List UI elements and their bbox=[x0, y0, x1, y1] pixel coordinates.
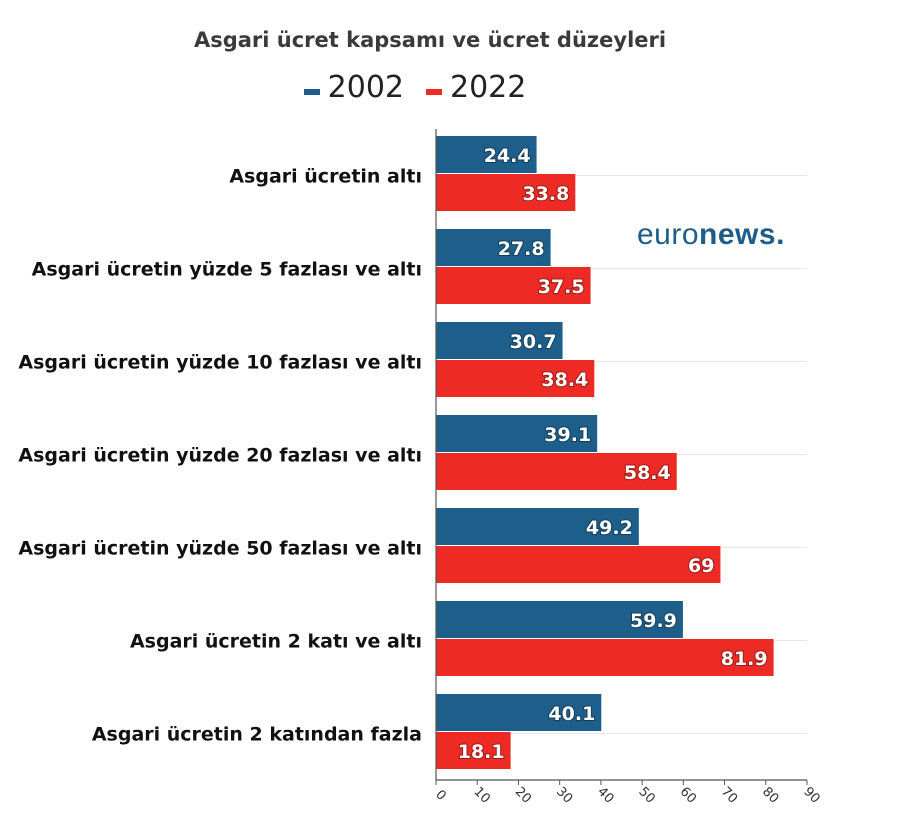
x-tick-label-50: 50 bbox=[635, 784, 657, 806]
logo-dot: . bbox=[776, 218, 785, 251]
category-label-3: Asgari ücretin yüzde 20 fazlası ve altı bbox=[18, 445, 422, 467]
x-tick-label-20: 20 bbox=[512, 784, 534, 806]
bar-2002-0 bbox=[436, 136, 537, 173]
category-label-2: Asgari ücretin yüzde 10 fazlası ve altı bbox=[18, 352, 422, 374]
x-tick-label-70: 70 bbox=[718, 784, 740, 806]
bar-2002-5 bbox=[436, 601, 683, 638]
data-label-2022-6: 18.1 bbox=[458, 741, 505, 763]
data-label-2002-3: 39.1 bbox=[544, 424, 591, 446]
x-tick-label-90: 90 bbox=[800, 784, 822, 806]
bar-2002-3 bbox=[436, 415, 598, 452]
data-label-2022-4: 69 bbox=[688, 555, 714, 577]
x-tick-label-0: 0 bbox=[432, 787, 448, 803]
data-label-2002-4: 49.2 bbox=[586, 517, 633, 539]
legend-item-2022[interactable]: 2022 bbox=[426, 70, 526, 105]
x-tick-label-60: 60 bbox=[677, 784, 699, 806]
bar-2022-0 bbox=[436, 174, 576, 211]
bar-2022-4 bbox=[436, 546, 721, 583]
data-label-2002-6: 40.1 bbox=[548, 703, 595, 725]
bar-2002-4 bbox=[436, 508, 639, 545]
category-label-5: Asgari ücretin 2 katı ve altı bbox=[130, 631, 422, 653]
category-label-0: Asgari ücretin altı bbox=[229, 166, 422, 188]
legend-item-2002[interactable]: 2002 bbox=[303, 70, 404, 105]
x-tick-label-30: 30 bbox=[553, 784, 575, 806]
chart-title: Asgari ücret kapsamı ve ücret düzeyleri bbox=[193, 28, 667, 52]
x-tick-label-10: 10 bbox=[471, 784, 493, 806]
bar-2022-2 bbox=[436, 360, 595, 397]
data-label-2022-2: 38.4 bbox=[541, 369, 588, 391]
bar-2022-3 bbox=[436, 453, 677, 490]
data-label-2022-5: 81.9 bbox=[721, 648, 768, 670]
category-label-1: Asgari ücretin yüzde 5 fazlası ve altı bbox=[32, 259, 422, 281]
legend-label-2022: 2022 bbox=[450, 70, 527, 105]
data-label-2022-3: 58.4 bbox=[624, 462, 671, 484]
legend: 2002 2022 bbox=[0, 70, 830, 105]
bar-2022-1 bbox=[436, 267, 591, 304]
data-label-2022-0: 33.8 bbox=[522, 183, 569, 205]
x-tick-label-40: 40 bbox=[594, 784, 616, 806]
legend-label-2002: 2002 bbox=[327, 70, 404, 105]
data-label-2022-1: 37.5 bbox=[538, 276, 585, 298]
euronews-logo: euronews. bbox=[637, 218, 785, 252]
data-label-2002-2: 30.7 bbox=[510, 331, 557, 353]
category-label-6: Asgari ücretin 2 katından fazla bbox=[92, 724, 422, 746]
legend-swatch-2022 bbox=[426, 88, 442, 95]
bar-2022-6 bbox=[436, 732, 511, 769]
bar-2022-5 bbox=[436, 639, 774, 676]
legend-swatch-2002 bbox=[303, 88, 320, 95]
logo-euro: euro bbox=[637, 218, 700, 251]
category-label-4: Asgari ücretin yüzde 50 fazlası ve altı bbox=[18, 538, 422, 560]
data-label-2002-0: 24.4 bbox=[484, 145, 531, 167]
data-label-2002-1: 27.8 bbox=[498, 238, 545, 260]
bar-2002-1 bbox=[436, 229, 551, 266]
bar-2002-6 bbox=[436, 694, 602, 731]
data-label-2002-5: 59.9 bbox=[630, 610, 677, 632]
bar-2002-2 bbox=[436, 322, 563, 359]
logo-news: news bbox=[699, 218, 777, 251]
x-tick-label-80: 80 bbox=[759, 784, 781, 806]
